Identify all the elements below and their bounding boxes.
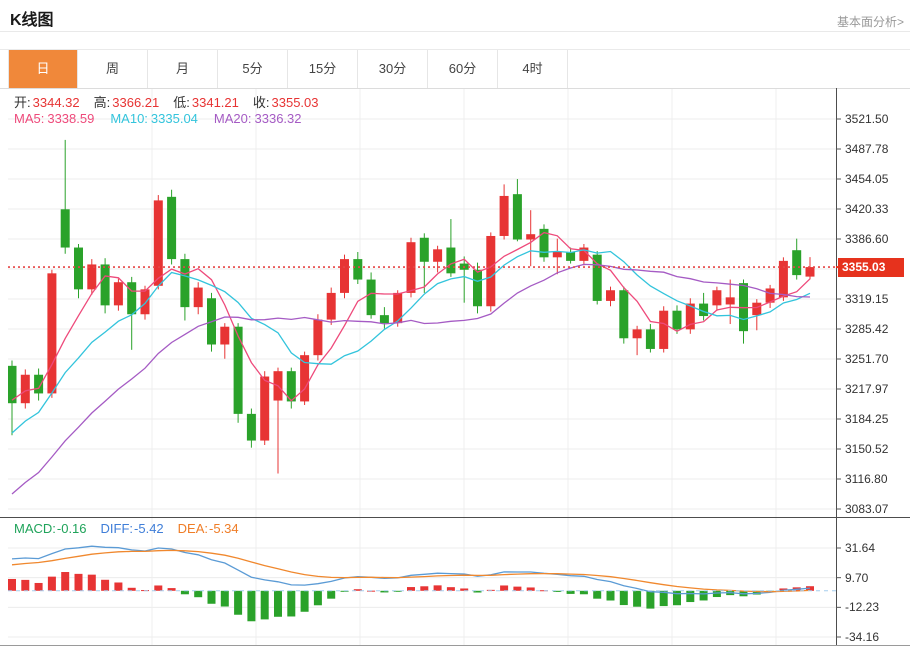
close-label: 收: — [252, 95, 270, 110]
period-tab-0[interactable]: 日 — [8, 50, 78, 89]
current-price-badge: 3355.03 — [838, 257, 904, 277]
header: K线图 基本面分析> — [0, 0, 910, 32]
price-axis-label: 3521.50 — [845, 112, 889, 126]
price-axis-label: 3083.07 — [845, 502, 889, 516]
macd-info: MACD:-0.16 DIFF:-5.42 DEA:-5.34 — [14, 521, 253, 536]
dea-value: -5.34 — [209, 521, 239, 536]
low-label: 低: — [173, 95, 190, 110]
ma5-value: 3338.59 — [47, 111, 95, 126]
price-axis-label: 3386.60 — [845, 231, 889, 246]
open-value: 3344.32 — [32, 95, 80, 110]
price-axis-label: 3150.52 — [845, 442, 889, 456]
macd-axis-label: 31.64 — [845, 541, 876, 555]
high-label: 高: — [93, 95, 111, 110]
ma20-label: MA20: — [213, 111, 252, 126]
diff-value: -5.42 — [134, 521, 164, 536]
macd-value: -0.16 — [56, 521, 87, 536]
macd-axis-label: 9.70 — [845, 570, 869, 585]
diff-label: DIFF: — [100, 521, 134, 536]
ohlc-info: 开: 3344.32 高: 3366.21 低: 3341.21 收: 3355.03 — [14, 92, 333, 111]
high-value: 3366.21 — [112, 95, 160, 110]
open-label: 开: — [14, 95, 31, 110]
macd-axis-label: -34.16 — [845, 630, 880, 644]
period-tab-5[interactable]: 30分 — [358, 50, 428, 89]
period-tabbar: 日周月 5分 15分 30分 60分 4时 — [0, 49, 910, 89]
ma10-value: 3335.04 — [150, 111, 198, 126]
ma10-label: MA10: — [110, 111, 148, 126]
close-value: 3355.03 — [271, 95, 319, 110]
price-axis-label: 3184.25 — [845, 411, 889, 426]
price-axis-label: 3251.70 — [845, 351, 889, 366]
dea-label: DEA: — [177, 521, 209, 536]
price-axis-label: 3285.42 — [845, 322, 889, 336]
ma20-value: 3336.32 — [254, 111, 302, 126]
period-tab-6[interactable]: 60分 — [428, 50, 498, 89]
price-axis-label: 3116.80 — [845, 471, 888, 486]
period-tab-3[interactable]: 5分 — [218, 50, 288, 89]
price-axis-label: 3319.15 — [845, 291, 889, 306]
low-value: 3341.21 — [191, 95, 239, 110]
ma-info: MA5: 3338.59 MA10: 3335.04 MA20: 3336.32 — [14, 111, 318, 126]
fundamental-analysis-link[interactable]: 基本面分析> — [836, 15, 904, 29]
price-axis-label: 3487.78 — [845, 141, 889, 156]
macd-label: MACD: — [14, 521, 56, 536]
price-axis-label: 3217.97 — [845, 382, 889, 396]
macd-axis-label: -12.23 — [845, 600, 880, 615]
ma5-label: MA5: — [14, 111, 45, 126]
page-title: K线图 — [10, 12, 54, 29]
price-axis-label: 3420.33 — [845, 201, 889, 216]
price-axis-label: 3454.05 — [845, 171, 889, 186]
